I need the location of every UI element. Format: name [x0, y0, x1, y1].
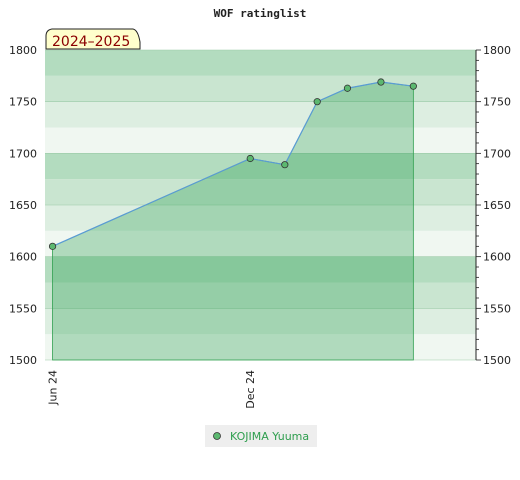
y-tick-label-right: 1700	[483, 147, 511, 160]
y-tick-label-right: 1800	[483, 44, 511, 57]
background-band	[45, 179, 476, 205]
y-tick-label-right: 1500	[483, 354, 511, 367]
background-bands	[45, 50, 476, 360]
y-tick-label-left: 1650	[9, 199, 37, 212]
data-point	[313, 98, 321, 106]
background-band	[45, 256, 476, 283]
data-point	[377, 78, 385, 86]
y-tick-label-left: 1600	[9, 251, 37, 264]
area-layer	[48, 78, 417, 361]
background-band	[45, 153, 476, 180]
y-tick-label-right: 1600	[483, 251, 511, 264]
y-tick-label-left: 1550	[9, 302, 37, 315]
x-tick-label: Dec 24	[244, 370, 257, 409]
y-tick-label-left: 1750	[9, 96, 37, 109]
y-tick-label-right: 1550	[483, 302, 511, 315]
legend: KOJIMA Yuuma	[205, 425, 317, 447]
y-tick-label-right: 1750	[483, 96, 511, 109]
legend-label: KOJIMA Yuuma	[230, 430, 309, 443]
data-point	[246, 154, 254, 163]
legend-box	[205, 425, 317, 447]
background-band	[45, 230, 476, 257]
season-badge: 2024–2025	[45, 28, 141, 50]
y-tick-label-right: 1650	[483, 199, 511, 212]
season-label: 2024–2025	[52, 34, 130, 50]
y-axis-right: 1500 1550 1600 1650 1700 1750 1800	[475, 44, 511, 367]
background-band	[45, 101, 476, 128]
y-tick-label-left: 1700	[9, 147, 37, 160]
x-tick-label: Jun 24	[47, 370, 60, 406]
data-point	[343, 84, 352, 92]
background-band	[45, 334, 476, 360]
chart-title: WOF ratinglist	[214, 7, 307, 20]
background-band	[45, 50, 476, 76]
data-point	[48, 242, 57, 250]
x-axis: Jun 24 Dec 24	[47, 370, 258, 409]
background-band	[45, 282, 476, 309]
background-band	[45, 75, 476, 102]
legend-marker	[213, 432, 221, 440]
background-band	[45, 308, 476, 335]
background-band	[45, 127, 476, 154]
y-tick-label-left: 1500	[9, 354, 37, 367]
y-tick-label-left: 1800	[9, 44, 37, 57]
data-point	[281, 161, 289, 169]
y-axis-left: 1500 1550 1600 1650 1700 1750 1800	[9, 44, 37, 367]
data-point	[409, 82, 417, 90]
